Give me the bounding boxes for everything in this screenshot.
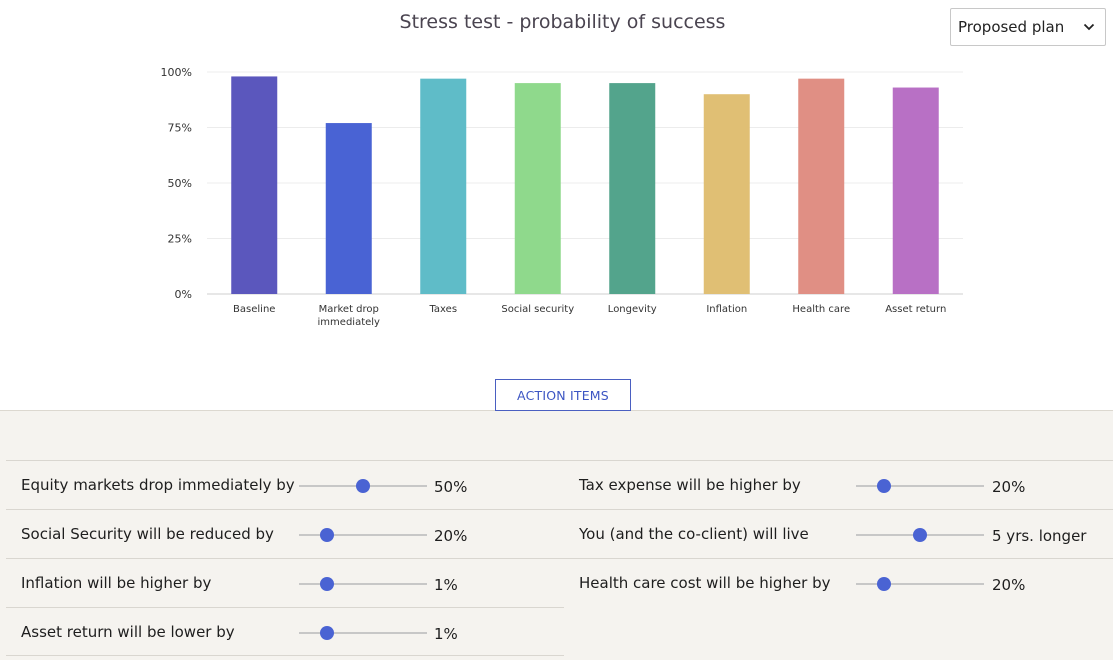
control-slider[interactable]	[856, 479, 984, 493]
control-label: Tax expense will be higher by	[579, 476, 801, 494]
control-slider[interactable]	[299, 479, 427, 493]
slider-thumb[interactable]	[356, 479, 370, 493]
action-items-button[interactable]: ACTION ITEMS	[495, 379, 631, 411]
control-row: Tax expense will be higher by 20%	[564, 460, 1113, 509]
plan-select[interactable]: Proposed plan	[950, 8, 1106, 46]
x-tick-label: Longevity	[608, 304, 657, 315]
chart-section: Stress test - probability of success 0% 2…	[160, 8, 1106, 328]
stress-controls-panel: Equity markets drop immediately by 50% Soc…	[0, 410, 1113, 660]
x-tick-label: Health care	[792, 304, 850, 315]
control-value: 5 yrs. longer	[992, 527, 1087, 545]
control-row: Asset return will be lower by 1%	[6, 607, 564, 656]
page-title: Stress test - probability of success	[399, 11, 726, 33]
control-row: Inflation will be higher by 1%	[6, 558, 564, 607]
slider-thumb[interactable]	[320, 626, 335, 640]
slider-thumb[interactable]	[320, 577, 335, 591]
control-slider[interactable]	[299, 577, 427, 591]
y-tick-label: 0%	[175, 288, 192, 301]
control-value: 1%	[434, 576, 458, 594]
control-label: Social Security will be reduced by	[21, 525, 274, 543]
control-slider[interactable]	[856, 528, 984, 542]
stress-test-bar-chart: 0% 25% 50% 75% 100% Baseline Market drop immedi…	[161, 66, 963, 328]
control-slider[interactable]	[856, 577, 984, 591]
x-tick-label: Baseline	[233, 304, 275, 315]
control-value: 20%	[992, 576, 1026, 594]
slider-thumb[interactable]	[913, 528, 927, 542]
y-tick-label: 25%	[168, 233, 192, 246]
bar	[420, 78, 467, 294]
control-slider[interactable]	[299, 528, 427, 542]
control-label: Asset return will be lower by	[21, 623, 235, 641]
x-tick-label: Taxes	[428, 304, 457, 315]
x-tick-label: Social security	[501, 304, 574, 315]
control-row: Equity markets drop immediately by 50%	[6, 460, 564, 509]
control-row: Health care cost will be higher by 20%	[564, 558, 1113, 607]
x-tick-label: Market drop immediately	[318, 304, 381, 328]
bar	[609, 83, 656, 294]
control-value: 20%	[992, 478, 1026, 496]
slider-thumb[interactable]	[877, 577, 892, 591]
bar	[514, 83, 561, 294]
bar	[798, 78, 845, 294]
x-tick-label: Inflation	[706, 304, 747, 315]
bar	[892, 87, 939, 294]
y-tick-label: 50%	[168, 177, 192, 190]
control-label: Equity markets drop immediately by	[21, 476, 295, 494]
control-value: 1%	[434, 625, 458, 643]
control-value: 20%	[434, 527, 468, 545]
control-label: Health care cost will be higher by	[579, 574, 831, 592]
y-tick-label: 75%	[168, 122, 192, 135]
control-row: Social Security will be reduced by 20%	[6, 509, 564, 558]
control-label: Inflation will be higher by	[21, 574, 212, 592]
bar	[325, 123, 372, 294]
bar	[703, 94, 750, 294]
plan-select-value: Proposed plan	[958, 18, 1065, 36]
chevron-down-icon	[1083, 23, 1095, 31]
bar	[231, 76, 278, 294]
y-tick-label: 100%	[161, 66, 192, 79]
slider-thumb[interactable]	[320, 528, 335, 542]
slider-thumb[interactable]	[877, 479, 892, 493]
control-value: 50%	[434, 478, 468, 496]
control-label: You (and the co-client) will live	[579, 525, 809, 543]
control-row: You (and the co-client) will live 5 yrs. …	[564, 509, 1113, 558]
control-slider[interactable]	[299, 626, 427, 640]
x-tick-label: Asset return	[885, 304, 946, 315]
